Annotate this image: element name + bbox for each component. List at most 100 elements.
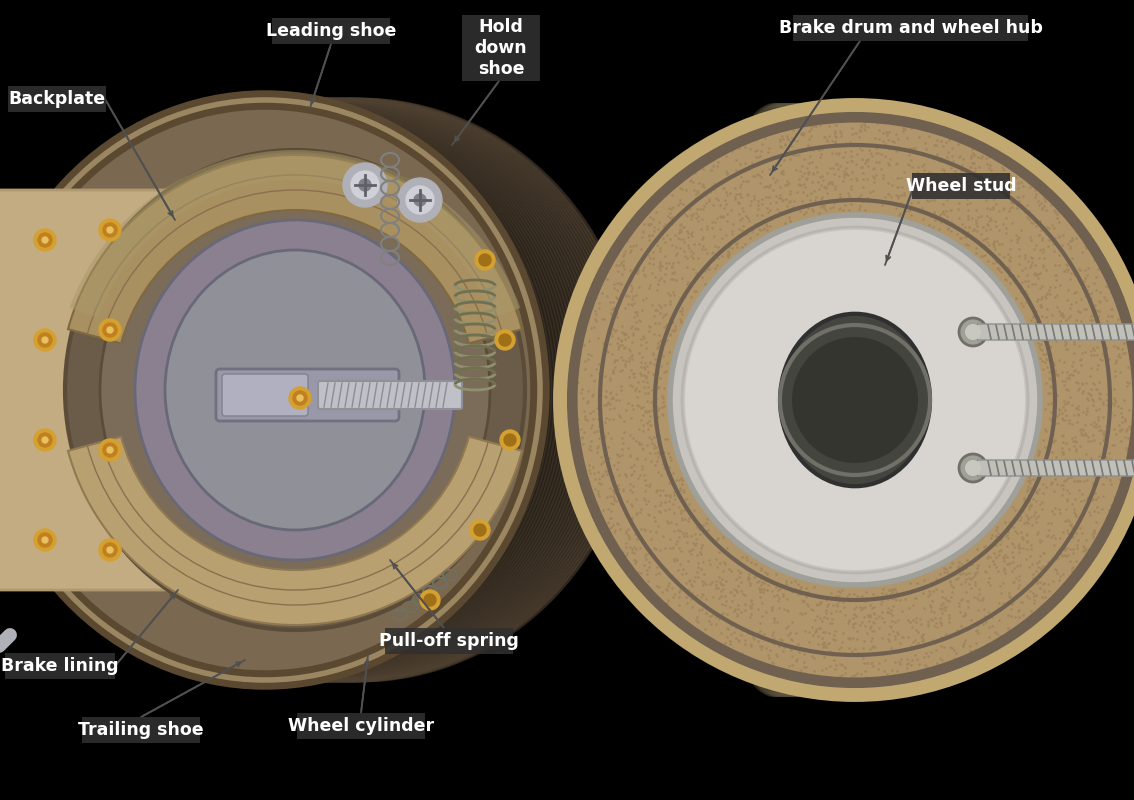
Point bbox=[794, 595, 812, 608]
Point bbox=[1081, 506, 1099, 519]
Point bbox=[627, 508, 645, 521]
Circle shape bbox=[34, 529, 56, 551]
Point bbox=[581, 292, 599, 305]
Point bbox=[932, 215, 950, 228]
Point bbox=[907, 592, 925, 605]
Point bbox=[1053, 448, 1072, 461]
Point bbox=[942, 142, 960, 154]
Point bbox=[634, 419, 652, 432]
Point bbox=[692, 563, 710, 576]
Point bbox=[1089, 468, 1107, 481]
Point bbox=[999, 247, 1017, 260]
Point bbox=[635, 267, 653, 280]
Point bbox=[711, 210, 729, 222]
Point bbox=[972, 174, 990, 187]
Point bbox=[632, 314, 650, 327]
Point bbox=[900, 615, 919, 628]
Point bbox=[650, 339, 668, 352]
Point bbox=[873, 583, 891, 596]
Point bbox=[684, 620, 702, 633]
Point bbox=[762, 213, 780, 226]
Point bbox=[624, 480, 642, 493]
Point bbox=[616, 467, 634, 480]
Point bbox=[631, 435, 649, 448]
Point bbox=[1127, 363, 1134, 376]
Point bbox=[924, 585, 942, 598]
Point bbox=[1076, 239, 1094, 252]
Point bbox=[1008, 560, 1026, 573]
Point bbox=[646, 392, 665, 405]
Point bbox=[638, 495, 657, 508]
Point bbox=[625, 431, 643, 444]
Point bbox=[934, 597, 953, 610]
Point bbox=[649, 365, 667, 378]
Point bbox=[1052, 406, 1070, 419]
Point bbox=[1089, 468, 1107, 481]
Point bbox=[645, 328, 663, 341]
Point bbox=[599, 272, 617, 285]
Point bbox=[596, 398, 615, 411]
Point bbox=[1056, 514, 1074, 527]
Point bbox=[1027, 269, 1046, 282]
Point bbox=[663, 316, 682, 329]
Point bbox=[674, 514, 692, 526]
Point bbox=[1066, 364, 1084, 377]
Point bbox=[679, 201, 697, 214]
Point bbox=[750, 168, 768, 181]
Point bbox=[993, 179, 1012, 192]
Point bbox=[738, 574, 756, 586]
Point bbox=[651, 495, 669, 508]
Point bbox=[634, 225, 652, 238]
Point bbox=[1018, 480, 1036, 493]
Point bbox=[627, 453, 645, 466]
Point bbox=[574, 391, 592, 404]
Point bbox=[965, 222, 983, 235]
Point bbox=[1014, 533, 1032, 546]
Point bbox=[997, 226, 1015, 239]
Point bbox=[620, 240, 638, 253]
Point bbox=[765, 637, 784, 650]
Point bbox=[627, 508, 645, 521]
Point bbox=[661, 294, 679, 307]
Point bbox=[1034, 578, 1052, 590]
Point bbox=[818, 641, 836, 654]
Point bbox=[966, 578, 984, 591]
Point bbox=[998, 551, 1016, 564]
Point bbox=[645, 367, 663, 380]
Point bbox=[1082, 435, 1100, 448]
Point bbox=[995, 250, 1013, 263]
Point bbox=[632, 402, 650, 415]
Point bbox=[1065, 268, 1083, 281]
Point bbox=[751, 582, 769, 594]
Point bbox=[780, 211, 798, 224]
Point bbox=[1057, 503, 1075, 516]
Point bbox=[603, 470, 621, 482]
Point bbox=[1069, 463, 1088, 476]
Point bbox=[1018, 474, 1036, 487]
Point bbox=[872, 679, 890, 692]
Point bbox=[695, 242, 713, 255]
Point bbox=[1009, 270, 1027, 282]
Point bbox=[675, 503, 693, 516]
Point bbox=[687, 206, 705, 219]
Point bbox=[1027, 238, 1046, 251]
Point bbox=[913, 634, 931, 647]
Point bbox=[679, 238, 697, 251]
Point bbox=[678, 554, 696, 567]
Point bbox=[802, 122, 820, 135]
Point bbox=[974, 239, 992, 252]
Point bbox=[1075, 426, 1093, 439]
Point bbox=[679, 511, 697, 524]
Point bbox=[621, 429, 640, 442]
Point bbox=[1098, 387, 1116, 400]
Point bbox=[692, 597, 710, 610]
Point bbox=[1053, 526, 1072, 538]
Point bbox=[640, 218, 658, 231]
Point bbox=[688, 570, 706, 583]
Point bbox=[1029, 574, 1047, 587]
Point bbox=[963, 161, 981, 174]
Point bbox=[1067, 436, 1085, 449]
Point bbox=[662, 266, 680, 279]
Point bbox=[589, 439, 607, 452]
Point bbox=[942, 216, 960, 229]
